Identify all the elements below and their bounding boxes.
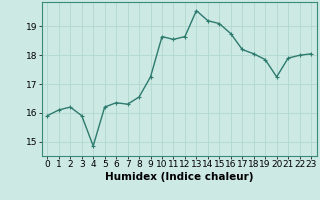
X-axis label: Humidex (Indice chaleur): Humidex (Indice chaleur) [105, 172, 253, 182]
